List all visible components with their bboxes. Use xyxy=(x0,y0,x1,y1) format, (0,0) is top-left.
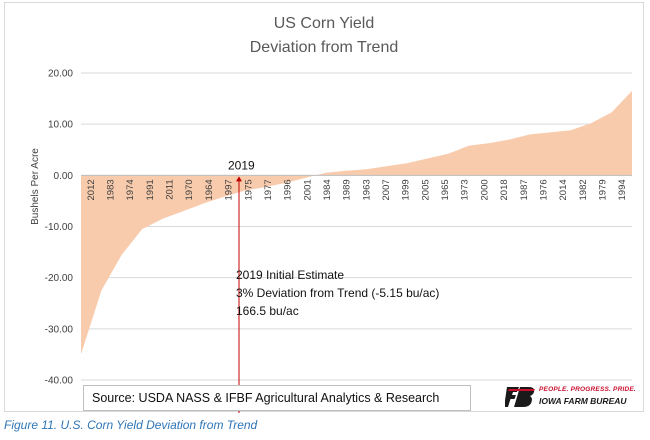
x-tick-label: 1999 xyxy=(401,179,412,200)
x-tick-label: 1963 xyxy=(361,179,372,200)
x-tick-label: 1989 xyxy=(342,179,353,200)
chart-title-line-1: US Corn Yield xyxy=(273,15,375,32)
y-tick-label: 20.00 xyxy=(48,69,73,80)
x-tick-label: 2007 xyxy=(381,179,392,200)
x-tick-label: 1982 xyxy=(578,179,589,200)
x-tick-label: 1974 xyxy=(125,179,136,200)
y-tick-label: -30.00 xyxy=(45,324,74,335)
logo-tagline: PEOPLE. PROGRESS. PRIDE. xyxy=(539,386,636,393)
x-tick-label: 1977 xyxy=(263,179,274,200)
x-tick-label: 2012 xyxy=(86,179,97,200)
chart-plot: 20.00 10.00 0.00 -10.00 -20.00 -30.00 -40.00 20… xyxy=(30,69,633,413)
annotation-line: 2019 Initial Estimate xyxy=(236,268,344,282)
y-tick-label: -10.00 xyxy=(45,222,74,233)
x-tick-label: 1979 xyxy=(597,179,608,200)
x-tick-label: 1994 xyxy=(617,179,628,200)
x-tick-label: 1970 xyxy=(184,179,195,200)
x-tick-label: 1987 xyxy=(519,179,530,200)
y-tick-label: -20.00 xyxy=(45,273,74,284)
x-tick-label: 1996 xyxy=(283,179,294,200)
y-tick-label: 10.00 xyxy=(48,120,73,131)
annotation-line: 166.5 bu/ac xyxy=(236,304,299,318)
y-tick-label: 0.00 xyxy=(54,171,74,182)
logo-name: IOWA FARM BUREAU xyxy=(539,396,627,406)
source-note: Source: USDA NASS & IFBF Agricultural An… xyxy=(83,385,471,411)
x-tick-label: 1984 xyxy=(322,179,333,200)
x-tick-label: 1964 xyxy=(204,179,215,200)
annotation-line: 3% Deviation from Trend (-5.15 bu/ac) xyxy=(236,286,439,300)
chart-frame: 20.00 10.00 0.00 -10.00 -20.00 -30.00 -40.00 20… xyxy=(4,2,644,413)
x-tick-label: 2014 xyxy=(558,179,569,200)
chart-title-line-2: Deviation from Trend xyxy=(249,39,399,56)
x-tick-label: 2005 xyxy=(420,179,431,200)
x-tick-label: 2018 xyxy=(499,179,510,200)
farm-bureau-logo: PEOPLE. PROGRESS. PRIDE. IOWA FARM BUREA… xyxy=(505,385,643,409)
x-tick-label: 1973 xyxy=(460,179,471,200)
x-tick-label: 1991 xyxy=(145,179,156,200)
x-tick-label: 1983 xyxy=(106,179,117,200)
y-tick-label: -40.00 xyxy=(45,376,74,387)
deviation-area xyxy=(81,90,632,355)
x-tick-label: 1975 xyxy=(243,179,254,200)
x-tick-label: 2011 xyxy=(165,179,176,199)
x-tick-label: 2000 xyxy=(479,179,490,200)
fb-logo-icon xyxy=(505,387,535,407)
y-axis-title: Bushels Per Acre xyxy=(30,148,41,225)
x-tick-label: 1965 xyxy=(440,179,451,200)
x-tick-label: 1976 xyxy=(538,179,549,200)
figure-caption: Figure 11. U.S. Corn Yield Deviation fro… xyxy=(4,418,258,432)
x-tick-label: 1997 xyxy=(224,179,235,200)
highlight-arrow-head-top xyxy=(236,176,242,182)
x-tick-label: 2001 xyxy=(302,179,313,200)
highlight-label: 2019 xyxy=(228,158,255,172)
